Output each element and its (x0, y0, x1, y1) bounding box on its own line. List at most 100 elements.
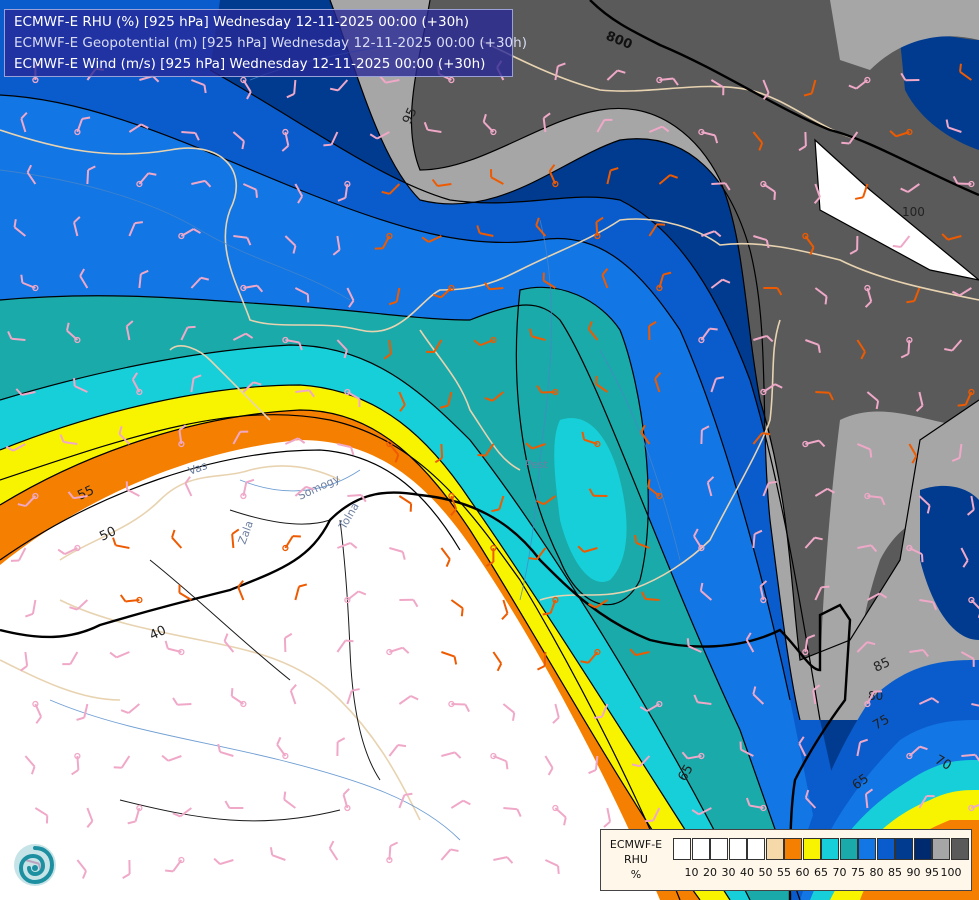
wind-barb (706, 476, 715, 497)
legend-swatch (913, 838, 932, 860)
wind-barb (346, 688, 360, 705)
wind-barb (802, 439, 826, 448)
legend-swatch (821, 838, 839, 860)
wind-barb (283, 791, 296, 809)
wind-barb (752, 686, 765, 705)
wind-barb (581, 431, 601, 448)
wind-barb (398, 495, 413, 512)
wind-barb (966, 495, 975, 516)
wind-barb (485, 544, 497, 567)
wind-barb (856, 738, 869, 757)
wind-barb (900, 72, 920, 82)
wind-barb (503, 807, 522, 817)
wind-barb (798, 736, 807, 757)
wind-barb (587, 321, 599, 341)
contour-label: 95 (400, 105, 421, 126)
wind-barb (634, 534, 650, 549)
wind-barb (423, 121, 442, 133)
wind-barb (118, 426, 131, 445)
wind-barb (66, 322, 81, 344)
wind-barb (26, 164, 37, 185)
legend: ECMWF-E RHU % 10 20 30 40 50 55 60 65 70 75 80 85 90… (600, 829, 972, 891)
wind-barb (491, 495, 505, 513)
contour-label: 55 (75, 483, 96, 504)
wind-barb (542, 112, 551, 133)
legend-swatch (710, 838, 728, 860)
wind-barb (178, 424, 187, 448)
legend-label-1: ECMWF-E (609, 838, 663, 851)
wind-barb (242, 183, 258, 198)
wind-barb (647, 479, 663, 500)
wind-barb (906, 745, 928, 760)
county-label-pest: Pest (525, 458, 549, 471)
wind-barb (136, 172, 157, 188)
wind-barb (866, 592, 888, 601)
wind-barb (389, 547, 406, 560)
wind-barb (57, 544, 81, 556)
wind-barb (763, 287, 783, 296)
wind-barb (450, 599, 464, 617)
wind-barb (178, 228, 201, 240)
legend-tick-label: 100 (940, 866, 962, 879)
title-line-geopotential: ECMWF-E Geopotential (m) [925 hPa] Wedne… (14, 35, 527, 51)
legend-swatch (876, 838, 895, 860)
wind-barb (814, 585, 830, 601)
wind-barb (961, 753, 979, 762)
wind-barb (282, 535, 301, 552)
wind-barb (752, 131, 764, 151)
wind-barb (631, 755, 651, 768)
wind-barb (289, 684, 297, 705)
blue-ne (900, 35, 979, 150)
wind-barb (968, 596, 979, 619)
wind-barb (337, 180, 351, 202)
legend-tick-label: 90 (906, 866, 921, 879)
wind-barb (552, 703, 560, 724)
wind-barb (866, 391, 880, 410)
wind-barb (17, 492, 39, 508)
wind-barb (889, 128, 913, 138)
legend-tick-label: 60 (795, 866, 810, 879)
wind-barb (700, 425, 710, 445)
wind-barb (484, 282, 504, 291)
contour-label: 80 (868, 689, 883, 703)
wind-barb (759, 580, 768, 604)
legend-tick-label: 75 (851, 866, 865, 879)
wind-barb (233, 235, 252, 246)
wind-barb (165, 856, 185, 873)
wind-barb (69, 599, 89, 611)
wind-barb (388, 287, 401, 306)
wind-barb (71, 752, 81, 776)
legend-swatch (802, 838, 821, 860)
legend-tick-label: 20 (703, 866, 717, 879)
wind-barb (119, 594, 143, 604)
wind-barb (536, 495, 556, 506)
wind-barb (13, 219, 27, 237)
wind-barb (548, 164, 559, 188)
wind-barb (20, 274, 39, 292)
wind-barb (528, 328, 546, 341)
wind-barb (294, 485, 314, 497)
wind-barb (240, 284, 264, 293)
wind-barb (24, 755, 36, 775)
wind-barb (342, 788, 351, 812)
wind-barb (645, 807, 661, 823)
wind-barb (542, 272, 556, 289)
legend-tick-label: 40 (740, 866, 754, 879)
wind-barb (752, 432, 771, 445)
wind-barb (856, 339, 866, 360)
contour-label: 75 (871, 712, 893, 733)
wind-barb (641, 591, 660, 601)
wind-barb (944, 339, 963, 352)
wind-barb (535, 217, 547, 237)
wind-barb (10, 547, 27, 562)
wind-barb (67, 491, 88, 500)
wind-barb (346, 287, 355, 308)
wind-barb (900, 183, 920, 193)
wind-barb (762, 79, 770, 100)
wind-barb (231, 528, 240, 549)
wind-barb (286, 79, 297, 99)
wind-barb (281, 128, 290, 152)
wind-barb (172, 807, 192, 818)
wind-barb (242, 381, 262, 393)
wind-barb (433, 284, 455, 299)
